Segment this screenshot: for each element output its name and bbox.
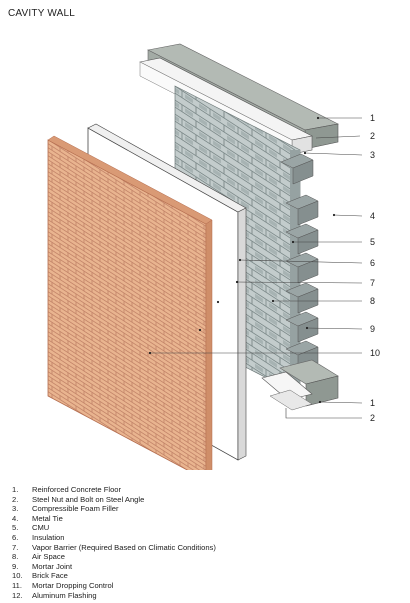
bottom-concrete-slab — [279, 359, 339, 407]
legend-item: 10. Brick Face — [12, 571, 68, 581]
legend-item: 5. CMU — [12, 523, 50, 533]
reference-dots — [148, 116, 336, 404]
diagram-title: CAVITY WALL — [8, 8, 76, 19]
brick-face — [47, 135, 213, 470]
legend-item: 8. Air Space — [12, 552, 65, 562]
callout-label: 8 — [370, 296, 375, 306]
brick-face-side-edge — [205, 219, 213, 470]
legend-list: 1. Reinforced Concrete Floor 2. Steel Nut … — [12, 485, 216, 600]
callout-label: 7 — [370, 278, 375, 288]
callout-numbers: 1 2 3 4 5 6 7 8 9 10 1 2 — [370, 113, 380, 423]
leader-9 — [306, 327, 363, 330]
legend-item: 12. Aluminum Flashing — [12, 590, 97, 600]
callout-label: 1 — [370, 113, 375, 123]
cmu-ends — [290, 150, 300, 395]
legend-item: 2. Steel Nut and Bolt on Steel Angle — [12, 494, 145, 504]
callout-label: 9 — [370, 324, 375, 334]
legend-item: 9. Mortar Joint — [12, 561, 73, 571]
legend-item: 7. Vapor Barrier (Required Based on Clima… — [12, 542, 216, 552]
cavity-wall-diagram: 1 2 3 4 5 6 7 8 9 10 1 2 — [47, 43, 380, 470]
callout-label: 6 — [370, 258, 375, 268]
leader-lines — [150, 117, 363, 419]
callout-label: 3 — [370, 150, 375, 160]
callout-label: 5 — [370, 237, 375, 247]
leader-4 — [333, 214, 363, 217]
leader-3 — [304, 152, 363, 156]
leader-7 — [236, 281, 363, 284]
leader-11 — [319, 401, 363, 404]
leader-2 — [315, 135, 361, 139]
leader-6 — [239, 259, 363, 264]
legend-item: 3. Compressible Foam Filler — [12, 504, 119, 514]
callout-label: 4 — [370, 211, 375, 221]
callout-label: 2 — [370, 131, 375, 141]
legend-item: 4. Metal Tie — [12, 513, 63, 523]
leader-12 — [285, 408, 362, 419]
callout-label: 1 — [370, 398, 375, 408]
legend-item: 1. Reinforced Concrete Floor — [12, 485, 122, 494]
insulation-thickness — [237, 207, 247, 461]
legend-item: 11. Mortar Dropping Control — [12, 580, 114, 590]
callout-label: 10 — [370, 348, 380, 358]
legend-item: 6. Insulation — [12, 532, 65, 542]
bottom-flashing — [261, 371, 313, 411]
callout-label: 2 — [370, 413, 375, 423]
